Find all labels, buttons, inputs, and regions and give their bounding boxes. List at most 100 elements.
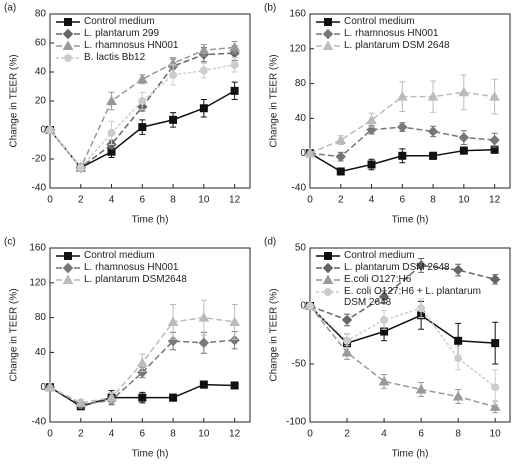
x-tick-label: 0 [307, 195, 313, 206]
y-tick-label: 40 [35, 67, 47, 78]
legend-entry: L. plantarum DSM2648 [84, 274, 187, 285]
y-tick-label: 0 [40, 125, 46, 136]
marker [106, 95, 117, 105]
marker [199, 66, 208, 75]
marker [64, 18, 72, 26]
series-line [309, 305, 496, 344]
marker [415, 384, 427, 394]
marker [491, 383, 500, 392]
legend-entry: Control medium [344, 16, 415, 27]
y-tick-label: 80 [295, 78, 307, 89]
marker [62, 262, 74, 274]
plot-frame [309, 13, 511, 189]
x-tick-label: 2 [338, 195, 344, 206]
marker [489, 134, 500, 146]
marker [417, 304, 426, 313]
marker [378, 291, 390, 302]
y-axis-label: Change in TEER (%) [269, 54, 280, 147]
x-axis-label: Time (h) [392, 215, 429, 226]
marker [138, 123, 147, 132]
x-tick-label: 8 [430, 195, 436, 206]
legend-text: Control medium [84, 250, 155, 261]
plot-frame [309, 247, 511, 423]
legend-entry: L. rhamnosus HN001 [84, 262, 179, 273]
marker [454, 336, 463, 345]
legend-text: Control medium [344, 16, 415, 27]
marker [75, 397, 87, 407]
marker [427, 91, 439, 101]
panel-label: (d) [264, 237, 276, 248]
legend-text: L. rhamnosus HN001 [84, 262, 179, 273]
marker [489, 91, 500, 101]
y-tick-label: 160 [289, 9, 306, 20]
legend-entry: L. plantarum DSM 2648 [344, 262, 450, 273]
marker [229, 41, 240, 52]
x-axis-label: Time (h) [132, 449, 169, 460]
x-tick-label: 8 [170, 429, 176, 440]
legend-text: L. plantarum DSM 2648 [344, 40, 450, 51]
marker [454, 354, 463, 363]
legend-text: L. rhamnosus HN001 [84, 40, 179, 51]
legend-text: Control medium [344, 250, 415, 261]
legend-entry: L. plantarum 299 [84, 28, 160, 39]
x-tick-label: 10 [198, 195, 210, 206]
marker [343, 336, 352, 345]
x-tick-label: 0 [47, 429, 53, 440]
x-tick-label: 10 [458, 195, 470, 206]
y-tick-label: 40 [295, 113, 307, 124]
y-tick-label: 80 [35, 312, 47, 323]
marker [198, 44, 210, 55]
marker [324, 252, 332, 260]
legend-text: E.coli O127:H6 [344, 274, 412, 285]
marker [367, 160, 376, 169]
y-axis-label: Change in TEER (%) [269, 288, 280, 381]
marker [167, 316, 179, 326]
marker [198, 312, 210, 322]
x-tick-label: 12 [489, 195, 501, 206]
marker [458, 132, 470, 143]
series-line [309, 305, 496, 408]
legend-entry: L. rhamnosus HN001 [84, 40, 179, 51]
x-tick-label: 8 [455, 429, 461, 440]
marker [380, 315, 389, 324]
marker [322, 274, 334, 284]
marker [398, 151, 407, 160]
legend-text: L. plantarum 299 [84, 28, 160, 39]
marker [199, 104, 208, 113]
x-tick-label: 8 [170, 195, 176, 206]
marker [198, 337, 210, 349]
marker [324, 18, 332, 26]
marker [429, 151, 438, 160]
marker [452, 390, 464, 401]
marker [136, 357, 148, 367]
marker [335, 151, 346, 162]
marker [341, 346, 353, 357]
marker [306, 302, 314, 310]
y-tick-label: 0 [300, 301, 306, 312]
legend-text: Control medium [84, 16, 155, 27]
marker [396, 91, 408, 101]
marker [427, 126, 439, 137]
marker [62, 274, 74, 284]
y-tick-label: 0 [40, 382, 46, 393]
y-tick-label: -100 [286, 417, 306, 428]
legend-entry: Control medium [344, 250, 415, 261]
marker [138, 393, 147, 402]
marker [336, 167, 345, 176]
legend-text: L. plantarum DSM2648 [84, 274, 187, 285]
marker [452, 264, 464, 276]
marker [138, 97, 147, 105]
y-tick-label: 120 [29, 277, 46, 288]
marker [62, 40, 74, 50]
x-tick-label: 4 [109, 195, 115, 206]
series-line [309, 305, 496, 388]
y-tick-label: 60 [35, 38, 47, 49]
marker [322, 40, 334, 50]
marker [489, 401, 501, 411]
y-tick-label: -40 [32, 183, 47, 194]
marker [136, 73, 148, 84]
x-tick-label: 10 [490, 429, 502, 440]
legend-entry: L. plantarum DSM 2648 [344, 40, 450, 51]
y-tick-label: 20 [35, 96, 47, 107]
